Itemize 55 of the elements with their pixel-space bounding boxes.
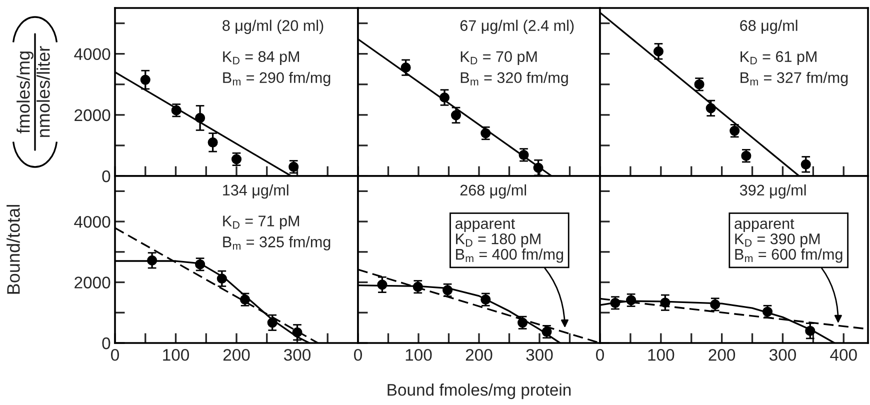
annotation: K$_{D}$ = 71 pM [223, 216, 299, 230]
x-tick-label: 100 [163, 348, 190, 361]
x-tick-label: 200 [223, 348, 250, 361]
annotation: 67 μg/ml (2.4 ml) [460, 20, 574, 34]
point [450, 110, 462, 120]
point [292, 327, 302, 338]
x-tick-label: 400 [830, 348, 857, 361]
annotation: 392 μg/ml [740, 184, 806, 199]
y-axis-title: Bound/total [6, 205, 20, 294]
x-tick-label: 0 [354, 348, 362, 361]
annotation: 268 μg/ml [460, 184, 526, 199]
x-tick-label: 300 [284, 348, 311, 361]
point [147, 255, 158, 266]
point [533, 162, 544, 173]
x-tick-label: 200 [466, 348, 492, 361]
point [267, 318, 278, 328]
point [706, 103, 716, 114]
point [653, 46, 664, 56]
annotation: 68 μg/ml [740, 20, 798, 34]
annotation: K$_{D}$ = 70 pM [460, 51, 537, 66]
point [439, 92, 450, 103]
point [377, 280, 388, 290]
y-axis-title: fmoles/mg nmoles/liter [16, 46, 50, 137]
annotation: K$_{D}$ = 61 pM [740, 51, 816, 66]
x-axis-title: Bound fmoles/mg protein [388, 384, 571, 400]
y-tick-label: 0 [102, 337, 110, 350]
annotation: B$_{m}$ = 320 fm/mg [460, 72, 568, 86]
point [400, 62, 411, 73]
y-tick-label: 4000 [74, 216, 110, 228]
annotation: apparent K$_{D}$ = 180 pM B$_{m}$ = 400 fm/mg [455, 218, 564, 263]
y-tick-label: 4000 [74, 48, 110, 60]
annotation: K$_{D}$ = 84 pM [223, 51, 299, 66]
point [216, 274, 227, 284]
y-tick-label: 2000 [74, 276, 110, 288]
point [660, 298, 670, 308]
annotation: 134 μg/ml [223, 184, 288, 199]
annotation: B$_{m}$ = 290 fm/mg [223, 72, 330, 86]
annotation: apparent K$_{D}$ = 390 pM B$_{m}$ = 600 fm/mg [734, 218, 842, 263]
point [195, 112, 206, 123]
x-tick-label: 0 [596, 348, 604, 361]
point [805, 326, 816, 336]
x-tick-label: 300 [526, 348, 553, 361]
y-tick-label: 2000 [74, 109, 110, 122]
annotation: B$_{m}$ = 327 fm/mg [740, 72, 848, 86]
x-tick-label: 200 [708, 348, 736, 361]
x-tick-label: 100 [648, 348, 674, 361]
point [208, 137, 218, 148]
x-tick-label: 100 [406, 348, 432, 361]
annotation: 8 μg/ml (20 ml) [222, 20, 324, 34]
x-tick-label: 300 [769, 348, 796, 361]
annotation: B$_{m}$ = 325 fm/mg [223, 236, 330, 250]
point [140, 74, 150, 85]
y-tick-label: 0 [102, 170, 110, 182]
point [800, 159, 811, 170]
x-tick-label: 0 [111, 348, 119, 361]
